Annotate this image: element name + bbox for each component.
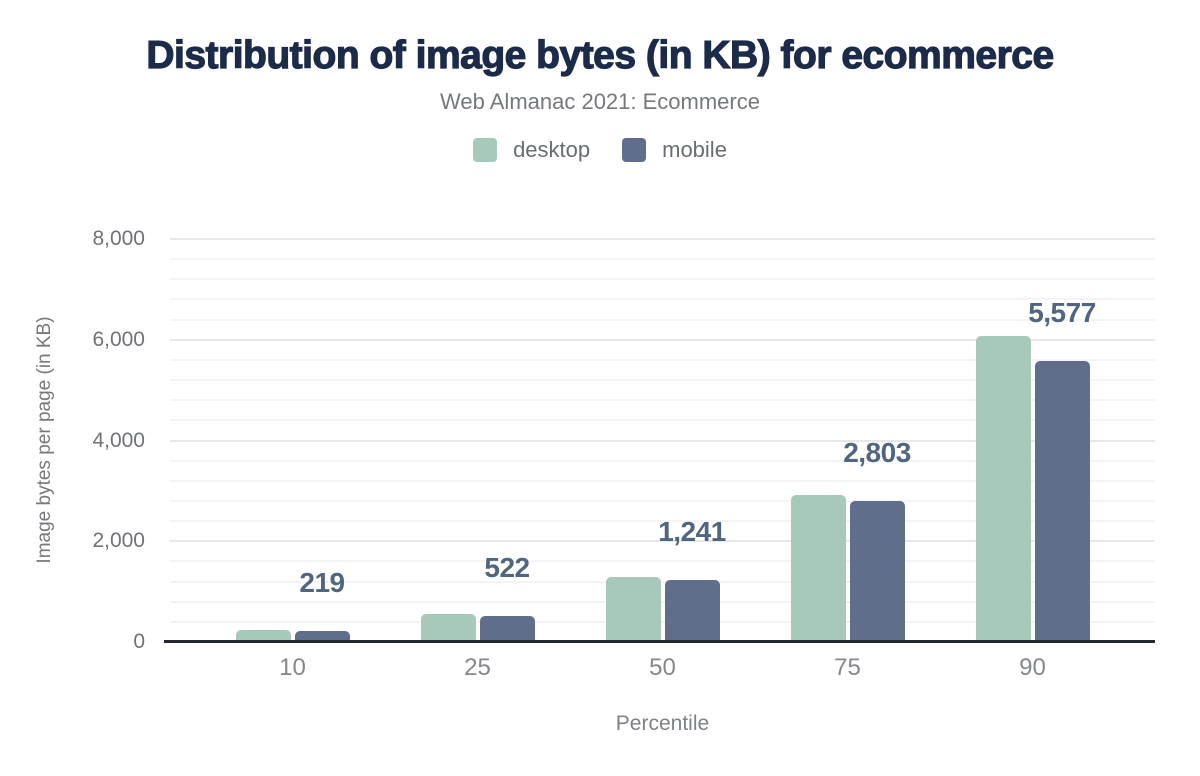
- major-gridline: [170, 238, 1155, 240]
- x-tick-label-p50: 50: [649, 654, 676, 681]
- bar-mobile-p75[interactable]: [849, 500, 905, 642]
- plot-area: 0 2,000 4,000 6,000 8,000 219 10 522 25 1,241 50 2,…: [92, 227, 1155, 681]
- data-label-p75: 2,803: [843, 436, 911, 468]
- bar-desktop-p75[interactable]: [790, 494, 846, 642]
- chart-subtitle: Web Almanac 2021: Ecommerce: [440, 89, 760, 114]
- bar-desktop-p90[interactable]: [975, 336, 1031, 642]
- y-tick-label: 8,000: [92, 227, 145, 250]
- desktop-swatch-icon: [473, 138, 498, 162]
- y-tick-label: 6,000: [92, 327, 145, 351]
- minor-gridline: [170, 318, 1155, 321]
- minor-gridline: [170, 499, 1155, 502]
- bar-desktop-p50[interactable]: [605, 576, 661, 642]
- minor-gridline: [170, 419, 1155, 422]
- x-tick-label-p90: 90: [1019, 654, 1046, 681]
- y-tick-label: 2,000: [92, 529, 145, 553]
- bar-desktop-p10[interactable]: [235, 629, 291, 642]
- minor-gridline: [170, 358, 1155, 361]
- x-axis-title: Percentile: [615, 712, 710, 735]
- major-gridline: [170, 338, 1155, 341]
- bar-mobile-p25[interactable]: [479, 615, 535, 642]
- bar-mobile-p10[interactable]: [294, 630, 350, 642]
- minor-gridline: [170, 580, 1155, 583]
- legend-label: desktop: [513, 137, 591, 162]
- x-tick-label-p25: 25: [464, 654, 491, 681]
- minor-gridline: [170, 298, 1155, 301]
- bar-desktop-p25[interactable]: [420, 613, 476, 642]
- data-label-p50: 1,241: [658, 515, 726, 547]
- major-gridline: [170, 540, 1155, 543]
- x-tick-label-p75: 75: [834, 654, 861, 681]
- minor-gridline: [170, 278, 1155, 281]
- minor-gridline: [170, 479, 1155, 482]
- bar-mobile-p50[interactable]: [664, 579, 720, 642]
- x-tick-label-p10: 10: [279, 654, 306, 681]
- major-gridline: [170, 439, 1155, 442]
- legend-item-mobile: mobile: [622, 137, 727, 163]
- minor-gridline: [170, 520, 1155, 523]
- minor-gridline: [170, 459, 1155, 462]
- legend-item-desktop: desktop: [473, 137, 590, 163]
- minor-gridline: [170, 379, 1155, 382]
- legend-label: mobile: [662, 137, 727, 162]
- minor-gridline: [170, 258, 1155, 261]
- minor-gridline: [170, 399, 1155, 402]
- data-label-p25: 522: [484, 551, 530, 583]
- bar-mobile-p90[interactable]: [1034, 361, 1090, 642]
- minor-gridline: [170, 560, 1155, 563]
- minor-gridline: [170, 620, 1155, 623]
- y-tick-label: 4,000: [92, 428, 145, 452]
- data-label-p90: 5,577: [1028, 297, 1096, 329]
- minor-gridline: [170, 600, 1155, 603]
- data-label-p10: 219: [299, 566, 345, 598]
- mobile-swatch-icon: [622, 138, 647, 162]
- legend: desktop mobile: [0, 137, 1200, 163]
- chart-title: Distribution of image bytes (in KB) for …: [146, 33, 1055, 77]
- x-axis-line: [164, 640, 1155, 643]
- y-tick-label: 0: [133, 630, 145, 653]
